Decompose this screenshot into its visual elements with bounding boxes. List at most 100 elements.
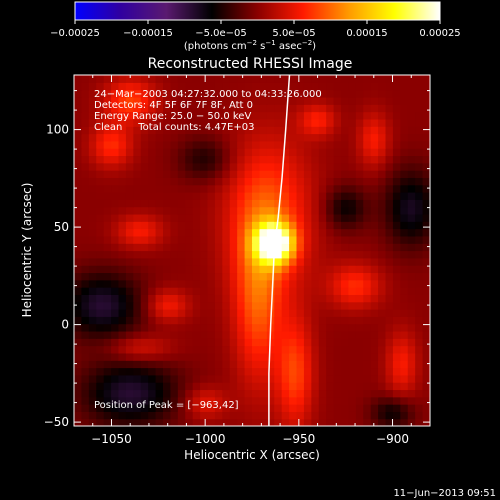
heatmap-cell <box>244 140 253 149</box>
heatmap-cell <box>370 140 379 149</box>
heatmap-cell <box>259 411 268 420</box>
heatmap-cell <box>125 272 134 281</box>
heatmap-cell <box>222 330 231 339</box>
heatmap-cell <box>81 382 90 391</box>
heatmap-cell <box>148 352 157 361</box>
heatmap-cell <box>348 126 357 135</box>
heatmap-cell <box>125 140 134 149</box>
heatmap-cell <box>348 287 357 295</box>
heatmap-cell <box>222 118 231 127</box>
heatmap-cell <box>81 177 90 186</box>
heatmap-cell <box>281 140 290 149</box>
heatmap-cell <box>385 382 394 391</box>
heatmap-cell <box>407 294 416 303</box>
heatmap-cell <box>378 250 387 259</box>
heatmap-cell <box>125 396 134 405</box>
heatmap-cell <box>200 382 209 391</box>
heatmap-cell <box>252 330 261 339</box>
heatmap-cell <box>185 221 194 230</box>
heatmap-cell <box>192 272 201 281</box>
heatmap-cell <box>140 265 149 274</box>
heatmap-cell <box>229 126 238 135</box>
heatmap-cell <box>214 352 223 361</box>
heatmap-cell <box>363 367 372 376</box>
heatmap-cell <box>148 192 157 200</box>
heatmap-cell <box>177 192 186 200</box>
heatmap-cell <box>415 228 424 237</box>
heatmap-cell <box>170 323 179 332</box>
heatmap-cell <box>392 243 401 252</box>
heatmap-cell <box>185 316 194 325</box>
heatmap-cell <box>185 140 194 149</box>
heatmap-cell <box>140 170 149 178</box>
heatmap-cell <box>348 192 357 200</box>
heatmap-cell <box>378 352 387 361</box>
heatmap-cell <box>326 374 335 383</box>
heatmap-cell <box>177 396 186 405</box>
heatmap-cell <box>170 213 179 222</box>
heatmap-cell <box>400 228 409 237</box>
heatmap-cell <box>348 389 357 398</box>
heatmap-cell <box>103 389 112 398</box>
heatmap-cell <box>103 250 112 259</box>
heatmap-cell <box>266 213 275 222</box>
heatmap-cell <box>259 309 268 317</box>
heatmap-cell <box>281 235 290 244</box>
heatmap-cell <box>207 316 216 325</box>
heatmap-cell <box>200 133 209 142</box>
heatmap-cell <box>348 257 357 266</box>
heatmap-cell <box>244 367 253 376</box>
heatmap-cell <box>422 126 430 135</box>
heatmap-cell <box>274 75 283 83</box>
heatmap-cell <box>192 309 201 317</box>
heatmap-cell <box>214 126 223 135</box>
heatmap-cell <box>111 111 120 120</box>
heatmap-cell <box>400 184 409 193</box>
heatmap-cell <box>214 250 223 259</box>
heatmap-cell <box>415 360 424 369</box>
heatmap-cell <box>81 301 90 310</box>
heatmap-cell <box>392 213 401 222</box>
heatmap-cell <box>281 396 290 405</box>
heatmap-cell <box>392 382 401 391</box>
heatmap-cell <box>392 170 401 178</box>
heatmap-cell <box>163 330 172 339</box>
heatmap-cell <box>74 352 83 361</box>
heatmap-cell <box>74 301 83 310</box>
heatmap-cell <box>177 89 186 98</box>
heatmap-cell <box>370 96 379 105</box>
heatmap-cell <box>326 323 335 332</box>
heatmap-cell <box>133 279 142 288</box>
heatmap-cell <box>229 279 238 288</box>
heatmap-cell <box>88 206 97 215</box>
heatmap-cell <box>177 367 186 376</box>
heatmap-cell <box>407 272 416 281</box>
heatmap-cell <box>370 287 379 295</box>
heatmap-cell <box>148 404 157 412</box>
heatmap-cell <box>140 301 149 310</box>
heatmap-cell <box>177 250 186 259</box>
heatmap-cell <box>415 323 424 332</box>
heatmap-cell <box>341 345 350 354</box>
heatmap-cell <box>125 316 134 325</box>
heatmap-cell <box>422 213 430 222</box>
heatmap-cell <box>133 235 142 244</box>
render-timestamp: 11−Jun−2013 09:51 <box>393 488 496 499</box>
heatmap-cell <box>296 111 305 120</box>
heatmap-cell <box>274 184 283 193</box>
heatmap-cell <box>259 243 268 252</box>
heatmap-cell <box>259 104 268 113</box>
heatmap-cell <box>207 170 216 178</box>
heatmap-cell <box>385 162 394 171</box>
heatmap-cell <box>274 374 283 383</box>
heatmap-cell <box>111 199 120 208</box>
heatmap-cell <box>289 75 298 83</box>
heatmap-cell <box>200 126 209 135</box>
heatmap-cell <box>244 250 253 259</box>
heatmap-cell <box>214 243 223 252</box>
heatmap-cell <box>111 352 120 361</box>
heatmap-cell <box>88 162 97 171</box>
heatmap-cell <box>407 316 416 325</box>
heatmap-cell <box>118 111 127 120</box>
heatmap-cell <box>163 367 172 376</box>
